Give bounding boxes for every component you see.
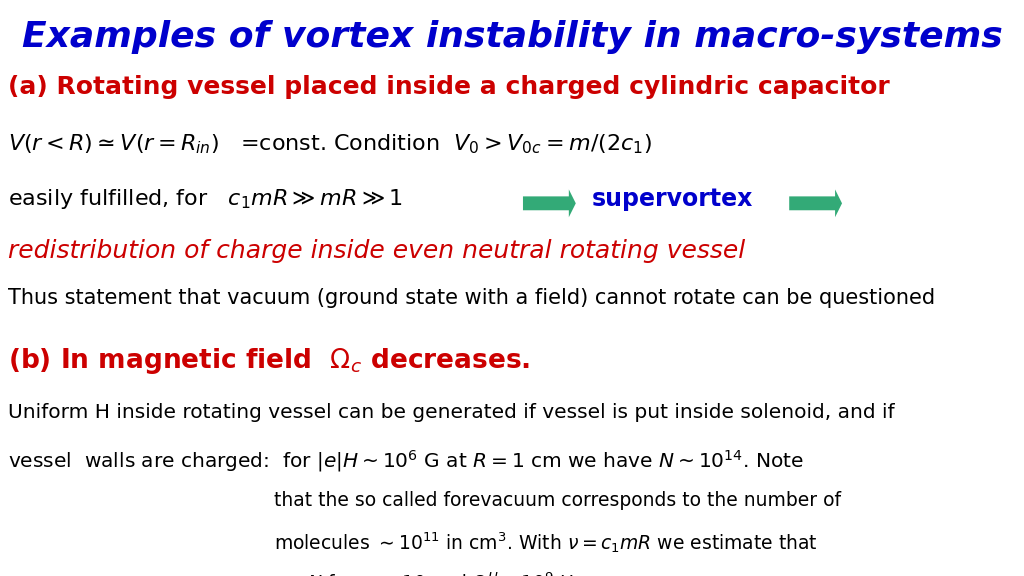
Text: supervortex: supervortex (592, 187, 754, 211)
Text: Thus statement that vacuum (ground state with a field) cannot rotate can be ques: Thus statement that vacuum (ground state… (8, 288, 935, 308)
Text: (b) In magnetic field  $\Omega_c$ decreases.: (b) In magnetic field $\Omega_c$ decreas… (8, 346, 530, 376)
Text: $V(r < R) \simeq V(r = R_{in})$   =const. Condition  $V_0 > V_{0c} = m/(2c_1)$: $V(r < R) \simeq V(r = R_{in})$ =const. … (8, 132, 652, 156)
Text: easily fulfilled, for   $c_1 mR \gg mR \gg 1$: easily fulfilled, for $c_1 mR \gg mR \gg… (8, 187, 403, 211)
Text: Examples of vortex instability in macro-systems: Examples of vortex instability in macro-… (22, 20, 1002, 54)
Text: molecules $\sim 10^{11}$ in cm$^3$. With $\nu = c_1 mR$ we estimate that: molecules $\sim 10^{11}$ in cm$^3$. With… (274, 530, 818, 555)
Text: $\nu \lesssim N$ for $c_1 \lesssim 10$ and $\Omega_c^H \lesssim 10^9$ Hz.: $\nu \lesssim N$ for $c_1 \lesssim 10$ a… (274, 570, 590, 576)
Text: that the so called forevacuum corresponds to the number of: that the so called forevacuum correspond… (274, 491, 842, 510)
Text: Uniform H inside rotating vessel can be generated if vessel is put inside soleno: Uniform H inside rotating vessel can be … (8, 403, 895, 422)
Text: (a) Rotating vessel placed inside a charged cylindric capacitor: (a) Rotating vessel placed inside a char… (8, 75, 890, 99)
Text: vessel  walls are charged:  for $|e|H \sim 10^6$ G at $R = 1$ cm we have $N \sim: vessel walls are charged: for $|e|H \sim… (8, 448, 804, 474)
Text: redistribution of charge inside even neutral rotating vessel: redistribution of charge inside even neu… (8, 239, 745, 263)
